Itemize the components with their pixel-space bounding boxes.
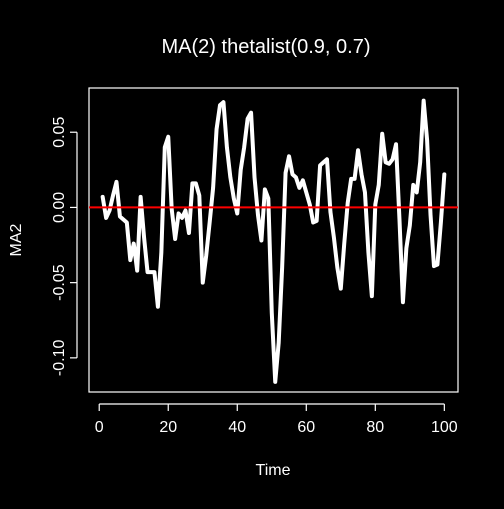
y-tick-label: 0.05: [51, 117, 68, 148]
y-tick-label: -0.10: [51, 340, 68, 377]
series-layer: [100, 98, 447, 384]
x-tick-label: 80: [366, 419, 384, 436]
x-tick-label: 20: [159, 419, 177, 436]
y-axis-label: MA2: [8, 223, 25, 256]
plot-frame: [88, 87, 459, 393]
x-tick-label: 40: [228, 419, 246, 436]
y-axis: -0.10 -0.05 0.00 0.05: [51, 117, 78, 377]
x-axis: 0 20 40 60 80 100: [95, 403, 458, 436]
chart-title: MA(2) thetalist(0.9, 0.7): [162, 36, 371, 58]
series-line: [100, 98, 447, 384]
x-tick-label: 60: [297, 419, 315, 436]
y-tick-label: 0.00: [51, 192, 68, 223]
x-tick-label: 0: [95, 419, 104, 436]
y-tick-label: -0.05: [51, 264, 68, 301]
x-tick-label: 100: [431, 419, 458, 436]
x-axis-label: Time: [256, 462, 291, 479]
